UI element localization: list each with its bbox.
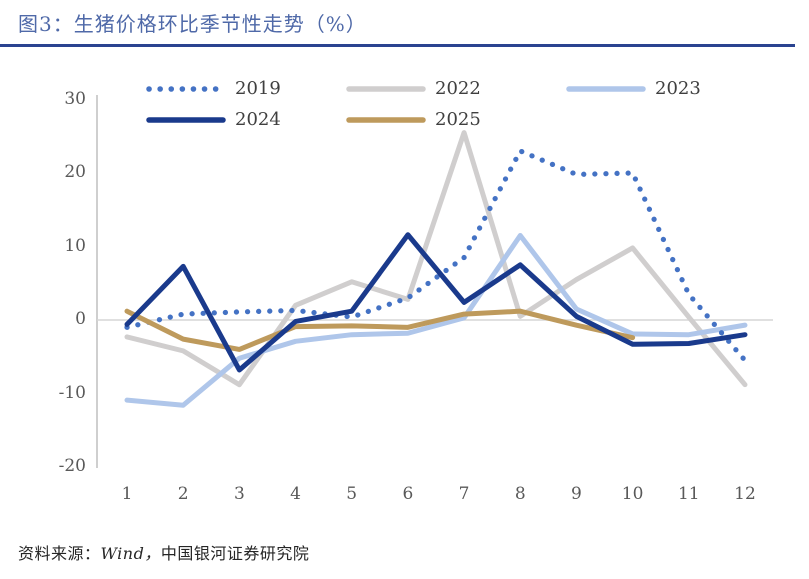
legend-swatch-2019 <box>146 86 226 92</box>
legend-item-2024: 2024 <box>145 109 281 131</box>
legend-item-2023: 2023 <box>565 78 701 100</box>
y-tick-30: 30 <box>64 88 86 109</box>
y-tick-0: 0 <box>75 309 86 329</box>
y-tick-20: 20 <box>64 162 86 182</box>
legend-label-2019: 2019 <box>235 78 281 99</box>
title-underline <box>0 44 795 47</box>
source-note: 资料来源：Wind，中国银河证券研究院 <box>18 540 309 564</box>
x-tick-10: 10 <box>621 484 644 504</box>
series-line-2025 <box>124 308 636 352</box>
x-tick-9: 9 <box>571 484 582 504</box>
x-tick-11: 11 <box>677 484 700 504</box>
legend-swatch-2023 <box>566 86 646 92</box>
legend-label-2023: 2023 <box>655 78 701 99</box>
legend-swatch-2024 <box>146 117 226 123</box>
y-tick--10: -10 <box>58 382 86 403</box>
legend-label-2022: 2022 <box>435 78 481 99</box>
source-wind: Wind， <box>100 544 161 563</box>
source-suffix: 中国银河证券研究院 <box>160 544 310 563</box>
source-prefix: 资料来源： <box>18 544 101 563</box>
x-tick-8: 8 <box>514 484 526 504</box>
x-tick-6: 6 <box>402 484 414 504</box>
legend-swatch-2022 <box>346 86 426 92</box>
series-line-2022 <box>124 130 748 388</box>
series-line-2023 <box>124 232 748 408</box>
series-line-2024 <box>124 232 748 373</box>
legend-item-2025: 2025 <box>345 109 481 131</box>
legend-label-2025: 2025 <box>435 109 481 130</box>
x-tick-5: 5 <box>346 484 358 504</box>
legend-label-2024: 2024 <box>235 109 281 130</box>
legend-swatch-2025 <box>346 117 426 123</box>
x-tick-7: 7 <box>458 484 470 504</box>
legend-item-2022: 2022 <box>345 78 481 100</box>
figure-title: 图3：生猪价格环比季节性走势（%） <box>18 12 367 36</box>
x-tick-3: 3 <box>233 484 245 504</box>
legend-item-2019: 2019 <box>145 78 281 100</box>
series-line-2019 <box>124 148 748 364</box>
x-tick-12: 12 <box>734 484 756 504</box>
y-tick-10: 10 <box>64 235 86 256</box>
y-tick--20: -20 <box>58 456 86 476</box>
x-tick-2: 2 <box>177 484 189 504</box>
x-tick-1: 1 <box>121 484 133 504</box>
x-tick-4: 4 <box>290 484 301 504</box>
